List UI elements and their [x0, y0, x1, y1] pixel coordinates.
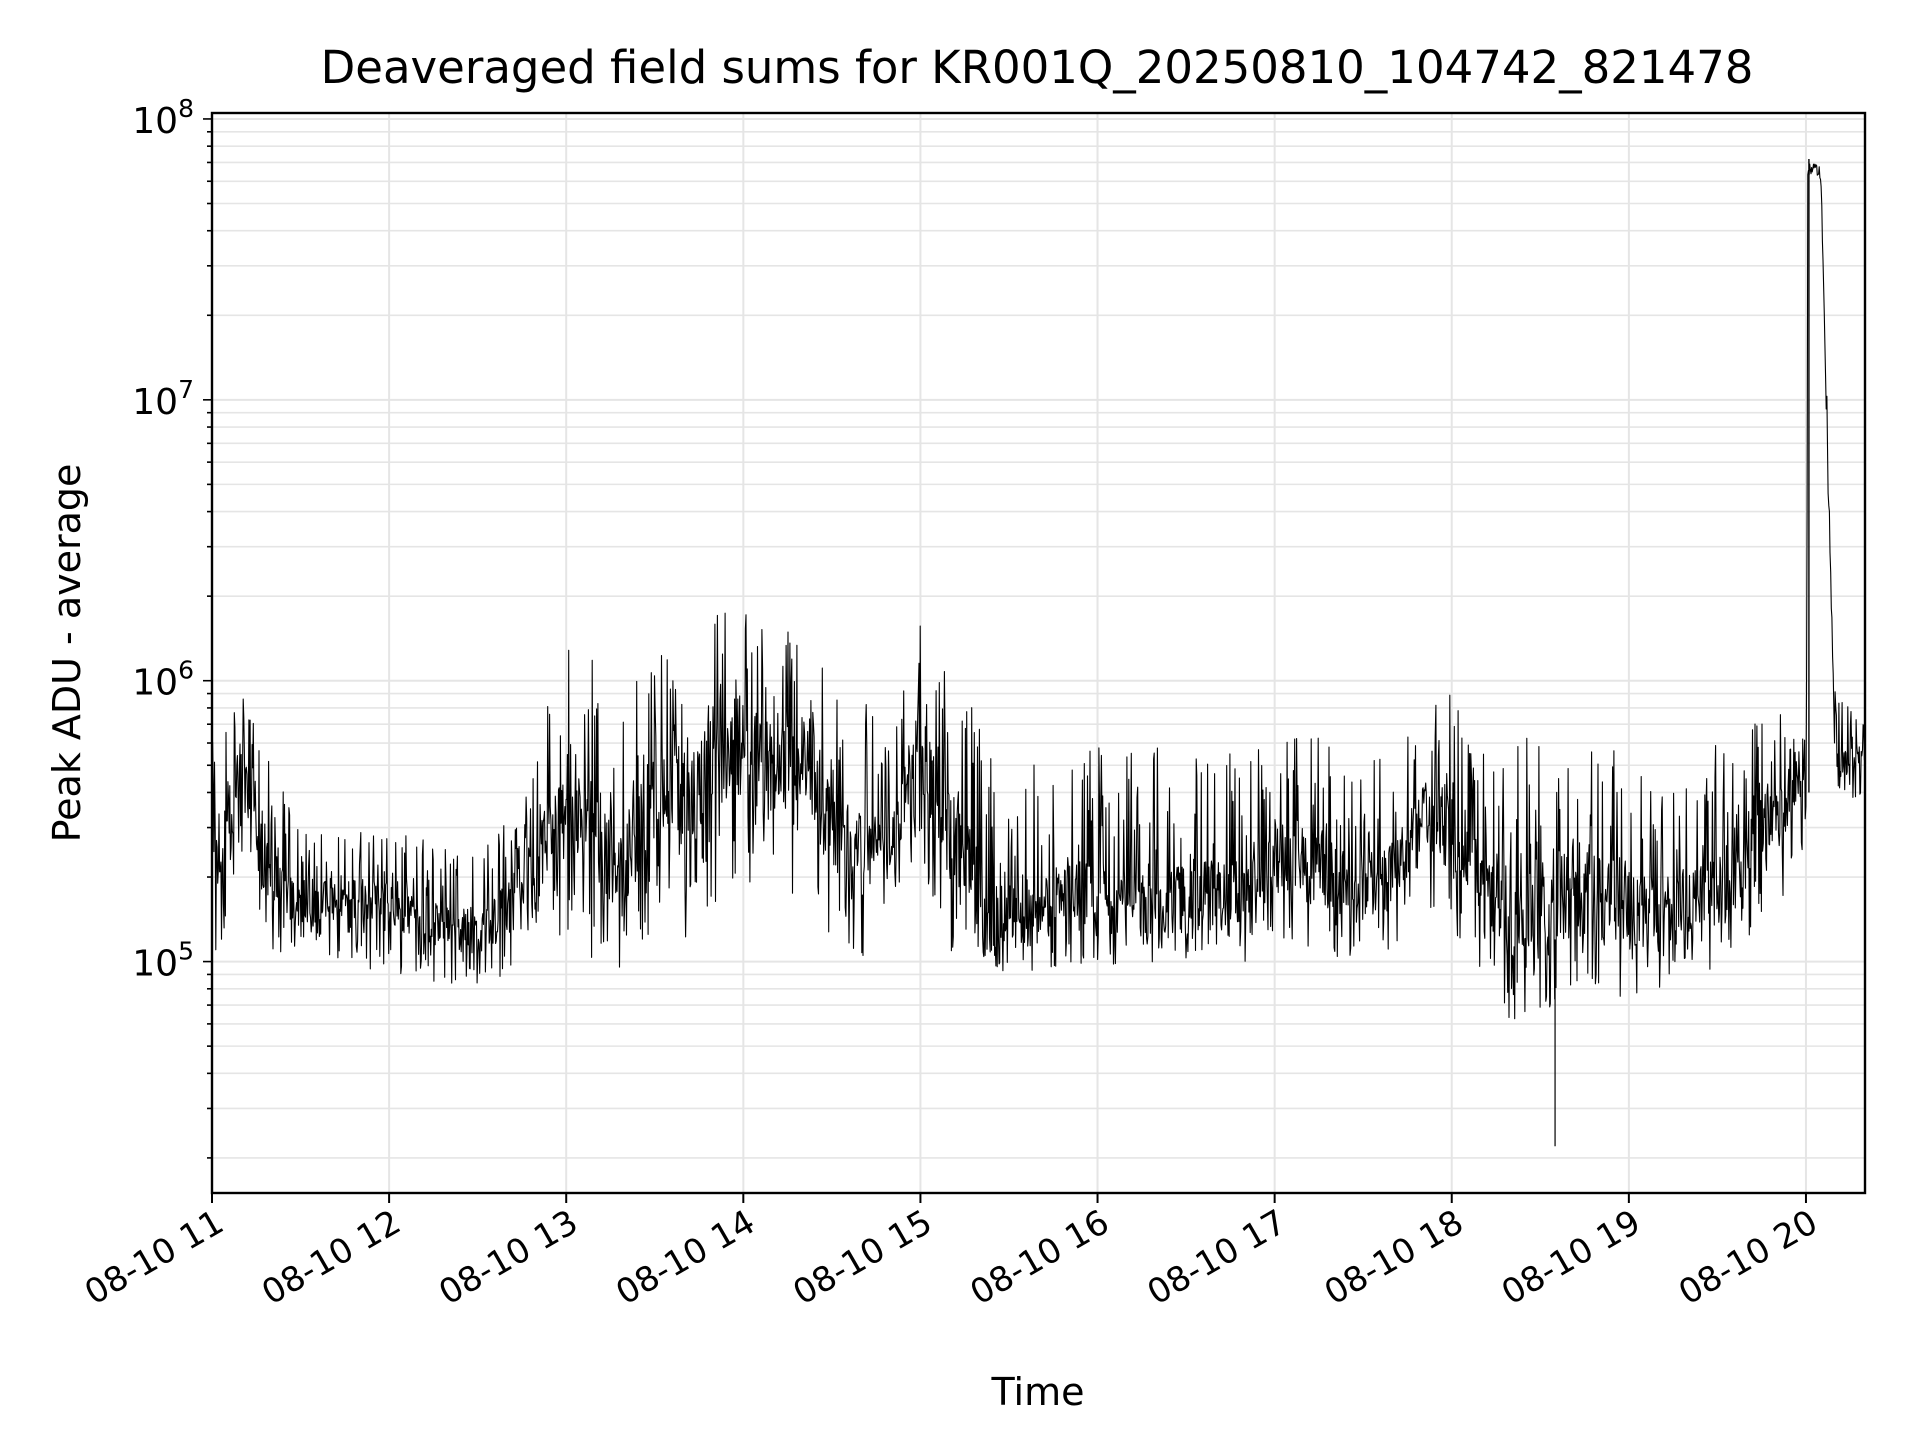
- chart-title: Deaveraged field sums for KR001Q_2025081…: [321, 41, 1754, 94]
- data-layer: [211, 159, 1866, 1147]
- y-axis: 105 106 107 108: [132, 94, 212, 1159]
- y-tick-label: 107: [132, 375, 194, 423]
- y-tick-label: 108: [132, 94, 194, 142]
- y-axis-label: Peak ADU - average: [45, 464, 89, 843]
- series-line: [211, 163, 1866, 1020]
- y-tick-label: 106: [132, 656, 194, 704]
- y-tick-label: 105: [132, 937, 194, 985]
- x-axis-label: Time: [991, 1370, 1085, 1414]
- plot-frame: [210, 111, 1867, 1195]
